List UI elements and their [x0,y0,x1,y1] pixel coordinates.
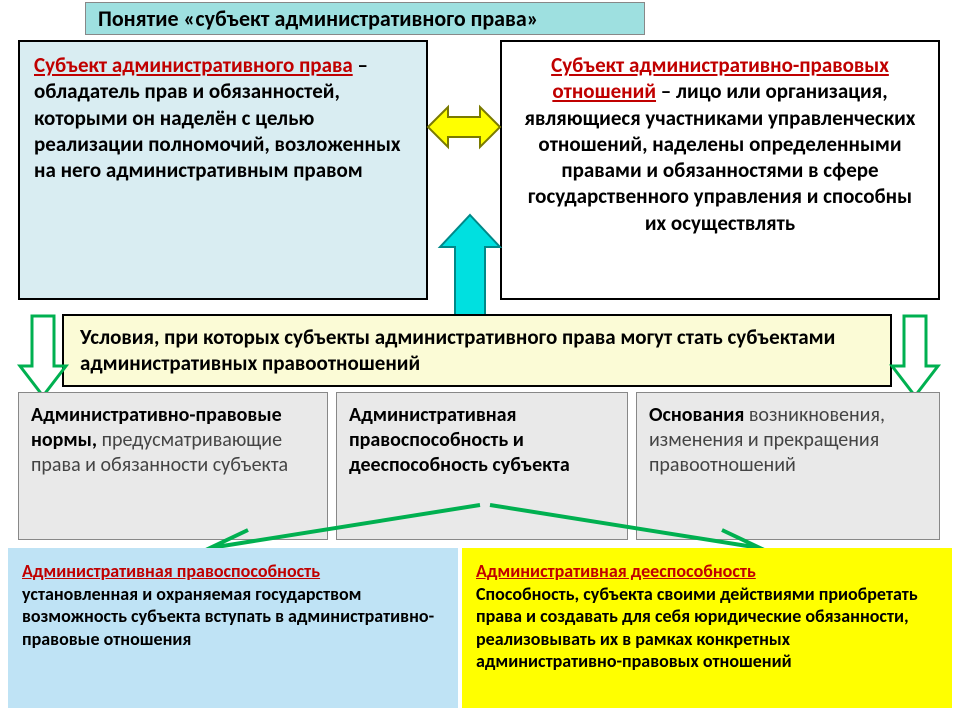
conditions-text: Условия, при которых субъекты администра… [80,324,835,376]
bot-left-rest: установленная и охраняемая государством … [22,583,434,650]
gray3-bold: Основания [649,403,744,427]
bottom-box-capacity: Административная правоспособность устано… [8,548,458,708]
definition-right-box: Субъект административно-правовых отношен… [500,40,940,300]
up-arrow-icon [440,215,500,315]
bottom-box-competence: Административная дееспособность Способно… [462,548,952,708]
gray2-bold: Административная правоспособность и деес… [349,403,570,477]
bot-left-term: Административная правоспособность [22,560,320,582]
double-arrow-icon [428,102,500,152]
conditions-box: Условия, при которых субъекты администра… [62,314,892,387]
definition-left-box: Субъект административного права – облада… [18,40,428,300]
bot-right-term: Административная дееспособность [476,560,756,582]
down-arrow-left-icon [20,316,66,396]
title-text: Понятие «субъект административного права… [98,5,539,32]
down-arrow-right-icon [892,316,938,396]
bot-right-rest: Способность, субъекта своими действиями … [476,583,918,673]
page-title: Понятие «субъект административного права… [85,2,645,35]
definition-left-term: Субъект административного права [34,52,353,78]
